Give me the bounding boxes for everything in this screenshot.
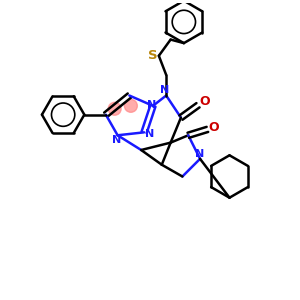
Text: N: N	[195, 148, 204, 158]
Text: N: N	[112, 135, 121, 145]
Text: N: N	[147, 100, 156, 110]
Text: N: N	[160, 85, 169, 95]
Text: O: O	[199, 95, 210, 108]
Text: S: S	[148, 49, 157, 62]
Text: N: N	[145, 129, 154, 140]
Text: O: O	[208, 122, 219, 134]
Circle shape	[108, 102, 121, 115]
Circle shape	[124, 99, 137, 112]
